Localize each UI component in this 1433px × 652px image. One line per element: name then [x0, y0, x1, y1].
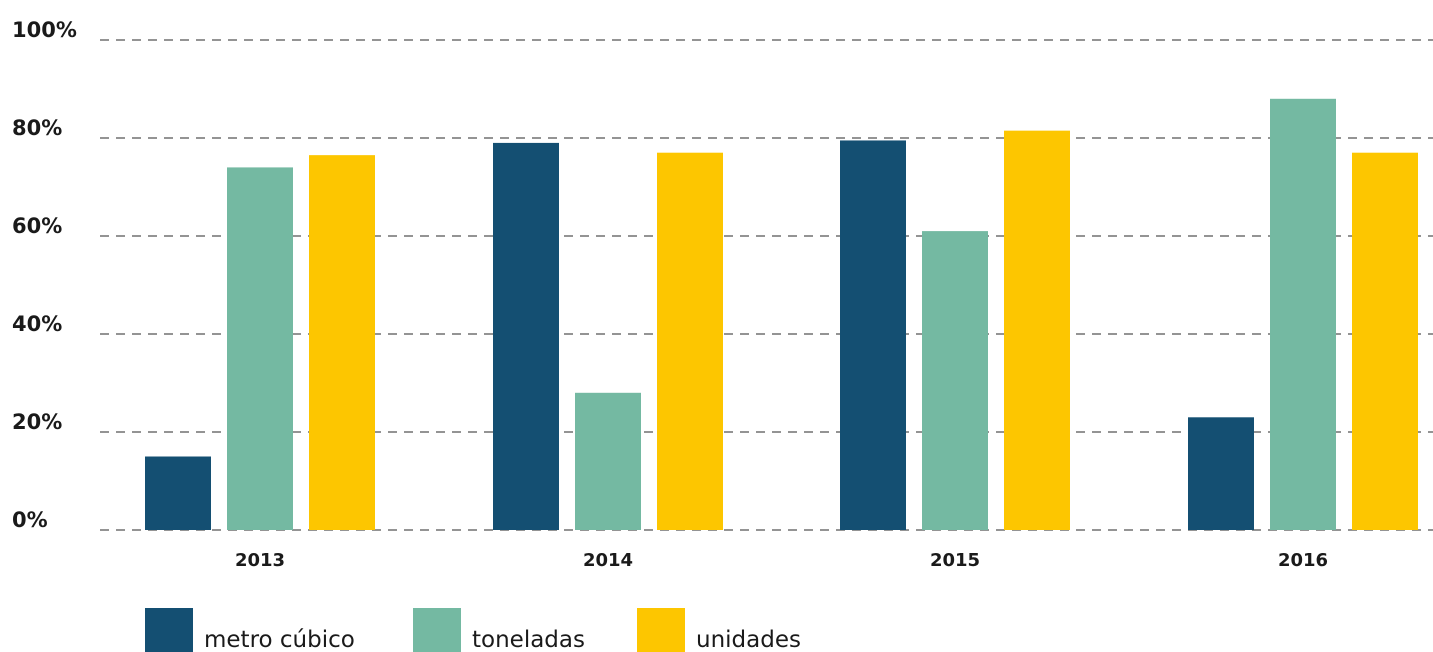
x-axis-ticks: 2013 2014 2015 2016: [235, 550, 1328, 571]
bar-2016-2: [1352, 152, 1418, 530]
bar-2014-0: [493, 142, 559, 530]
y-axis-ticks: 0% 20% 40% 60% 80% 100%: [12, 18, 77, 532]
x-tick-label: 2015: [930, 550, 980, 571]
legend-swatch: [637, 608, 685, 652]
bar-2016-0: [1188, 417, 1254, 530]
x-tick-label: 2014: [583, 550, 633, 571]
bar-2013-2: [309, 155, 375, 530]
bar-2015-2: [1004, 130, 1070, 530]
legend-swatch: [413, 608, 461, 652]
bar-2016-1: [1270, 98, 1336, 531]
y-tick-label: 40%: [12, 312, 62, 336]
bar-2014-1: [575, 392, 641, 530]
y-tick-label: 80%: [12, 116, 62, 140]
legend-swatch: [145, 608, 193, 652]
legend-label: unidades: [696, 627, 801, 652]
y-tick-label: 100%: [12, 18, 77, 42]
x-tick-label: 2013: [235, 550, 285, 571]
bar-2014-2: [657, 152, 723, 530]
bar-2015-0: [840, 140, 906, 530]
y-tick-label: 0%: [12, 508, 48, 532]
y-tick-label: 20%: [12, 410, 62, 434]
legend: metro cúbico toneladas unidades: [145, 608, 801, 652]
y-tick-label: 60%: [12, 214, 62, 238]
legend-label: metro cúbico: [204, 627, 355, 652]
bar-2013-1: [227, 167, 293, 530]
bar-2013-0: [145, 456, 211, 530]
x-tick-label: 2016: [1278, 550, 1328, 571]
legend-label: toneladas: [472, 627, 585, 652]
bars: [145, 98, 1418, 531]
bar-2015-1: [922, 231, 988, 530]
